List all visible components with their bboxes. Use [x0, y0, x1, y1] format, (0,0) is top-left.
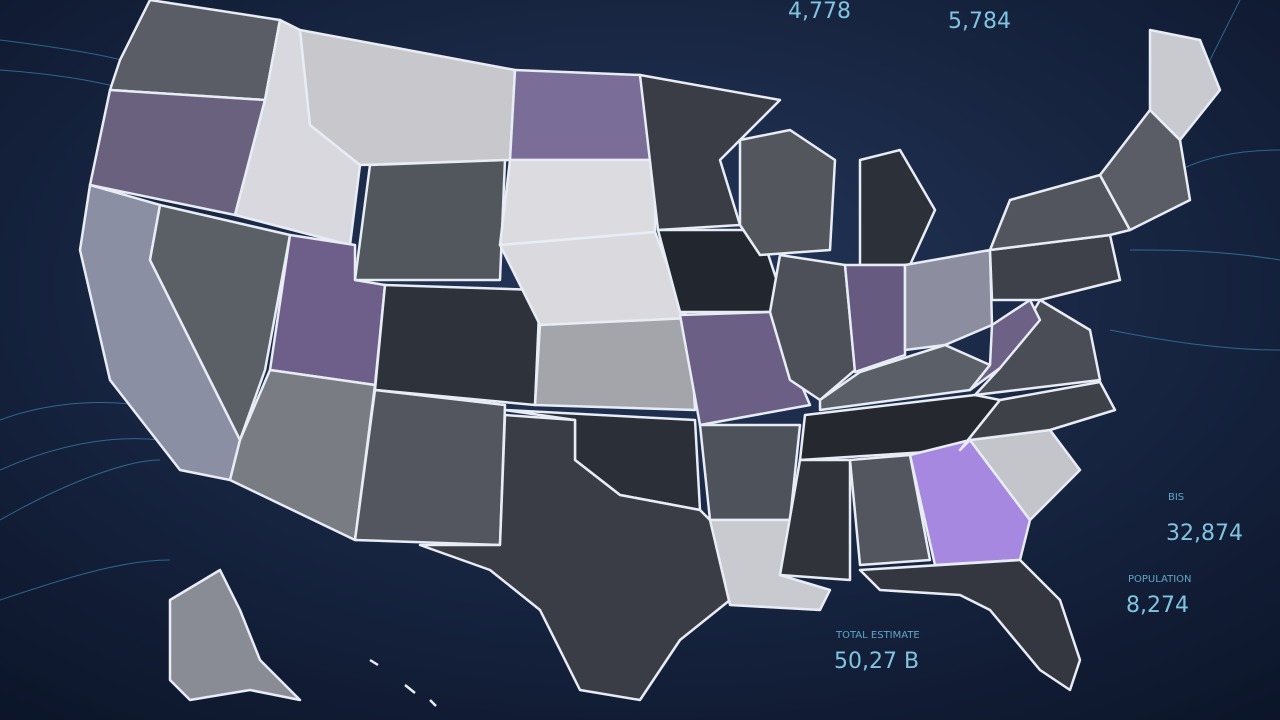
state [858, 558, 1082, 692]
state [903, 248, 994, 352]
stat-caption: TOTAL ESTIMATE [835, 630, 920, 641]
stat-caption: BIS [1168, 492, 1184, 503]
state [508, 68, 657, 162]
state [533, 316, 697, 412]
state [848, 453, 932, 567]
state [958, 380, 1117, 452]
state [908, 438, 1032, 567]
state [353, 388, 507, 547]
state [418, 413, 732, 702]
stat-value: 32,874 [1166, 521, 1243, 546]
stat-value: 8,274 [1126, 593, 1189, 618]
state [638, 73, 782, 232]
state [988, 173, 1132, 252]
top-label: 4,778 [788, 0, 851, 24]
state [843, 263, 907, 374]
state [698, 423, 802, 522]
state [168, 568, 302, 702]
state [228, 368, 377, 542]
state [738, 128, 837, 257]
labels: 4,778 5,784 BIS 32,874 POPULATION 8,274 … [788, 0, 1243, 674]
top-label: 5,784 [948, 9, 1011, 34]
stat-value: 50,27 B [834, 649, 919, 674]
state [373, 283, 542, 407]
state [778, 458, 852, 582]
state [1148, 28, 1222, 142]
island [369, 658, 437, 707]
state [498, 158, 657, 247]
state [858, 148, 937, 267]
state [1098, 108, 1192, 232]
stat-caption: POPULATION [1128, 574, 1192, 585]
states [78, 0, 1222, 707]
state [353, 158, 507, 282]
state [148, 203, 292, 442]
